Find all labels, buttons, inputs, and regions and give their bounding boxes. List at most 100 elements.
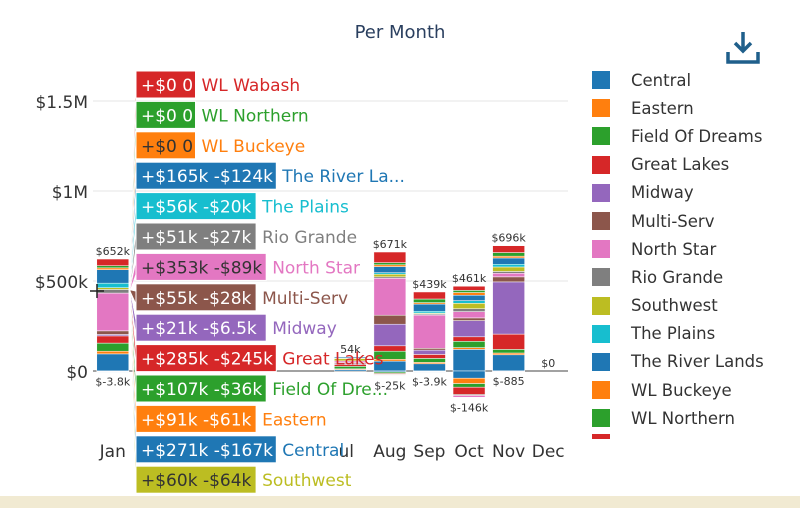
legend-item[interactable]: WL Northern <box>592 404 797 432</box>
bar-segment <box>452 292 486 296</box>
legend-swatch <box>592 352 610 371</box>
hover-box <box>135 100 196 129</box>
total-label: $-3.8k <box>95 376 130 389</box>
bar-chart: $0$500k$1M$1.5M$652k$-3.8k$1.60M54k$671k… <box>35 70 568 494</box>
hover-value: +$56k -$20k <box>141 198 252 218</box>
bar-segment <box>452 303 486 309</box>
bar-segment <box>373 264 407 267</box>
bar-segment <box>492 245 525 253</box>
bar-segment <box>452 341 486 348</box>
hover-value: +$0 0 <box>141 76 193 96</box>
hover-value: +$165k -$124k <box>141 167 273 187</box>
hover-value: +$0 0 <box>141 137 193 157</box>
bar-segment <box>492 273 525 278</box>
legend-item[interactable]: Multi-Serv <box>592 207 797 235</box>
legend-item[interactable]: The River Lands <box>592 348 797 376</box>
legend-item[interactable]: Central <box>592 66 797 94</box>
bar-segment <box>413 348 446 351</box>
x-tick-label: Sep <box>413 442 445 462</box>
bar-segment <box>452 320 486 338</box>
bar-segment <box>413 354 446 359</box>
bar-segment <box>452 347 486 350</box>
legend-item[interactable]: Midway <box>592 179 797 207</box>
bar-segment <box>96 258 130 266</box>
bar-segment <box>373 273 407 278</box>
x-tick-label: Jan <box>99 442 126 462</box>
legend-item[interactable]: WL Buckeye <box>592 376 797 404</box>
legend-swatch <box>592 212 610 231</box>
bar-segment <box>413 349 446 355</box>
x-tick-label: Aug <box>373 442 406 462</box>
hover-series-label: The River La... <box>281 167 405 187</box>
hover-series-label: Eastern <box>262 410 327 430</box>
bar-segment <box>452 285 486 291</box>
bar-segment <box>96 292 130 332</box>
legend-label: Eastern <box>631 98 694 118</box>
legend: Central Eastern Field Of Dreams Great Lakes… <box>592 66 797 442</box>
total-label: $0 <box>541 357 555 370</box>
bar-segment <box>334 356 367 359</box>
bar-segment <box>492 333 525 350</box>
legend-item[interactable]: Eastern <box>592 94 797 122</box>
bar-segment <box>492 266 525 272</box>
hover-box <box>135 344 277 373</box>
legend-swatch <box>592 155 610 174</box>
bar-segment <box>96 353 130 372</box>
bar-segment <box>452 308 486 312</box>
legend-item[interactable]: Field Of Dreams <box>592 122 797 150</box>
legend-label: WL Buckeye <box>631 380 732 400</box>
legend-label: The Plains <box>631 324 716 344</box>
hover-series-label: Central <box>282 441 344 461</box>
hover-value: +$271k -$167k <box>141 441 273 461</box>
bar-segment <box>492 349 525 354</box>
total-label: $-25k <box>374 380 406 393</box>
bar-segment <box>492 257 525 265</box>
hover-series-label: The Plains <box>261 198 349 218</box>
legend-item[interactable]: The Plains <box>592 320 797 348</box>
bar-segment <box>492 271 525 274</box>
bar-segment <box>492 354 525 372</box>
bar-segment <box>413 310 446 314</box>
bar-segment <box>492 281 525 335</box>
hover-value: +$107k -$36k <box>141 380 262 400</box>
total-label: $-885 <box>493 375 525 388</box>
bar-segment <box>373 262 407 266</box>
bar-segment <box>492 352 525 356</box>
download-icon[interactable] <box>724 30 762 66</box>
hover-box <box>135 192 257 221</box>
hover-series-label: Great Lakes <box>282 350 383 370</box>
hover-value: +$353k -$89k <box>141 258 262 278</box>
bar-segment <box>413 298 446 303</box>
y-tick-label: $1M <box>52 183 88 203</box>
legend-item[interactable]: Great Lakes <box>592 151 797 179</box>
hover-value: +$0 0 <box>141 106 193 126</box>
legend-swatch <box>592 183 610 202</box>
legend-item[interactable]: North Star <box>592 235 797 263</box>
y-tick-label: $500k <box>35 273 88 293</box>
legend-item[interactable]: Southwest <box>592 292 797 320</box>
bar-segment <box>373 278 407 316</box>
bar-segment <box>492 252 525 257</box>
legend-label: Rio Grande <box>631 267 724 287</box>
hover-box <box>135 435 277 464</box>
hover-series-label: North Star <box>272 258 360 278</box>
total-label: 54k <box>340 343 361 356</box>
hover-box <box>135 252 267 281</box>
hover-series-label: WL Buckeye <box>202 137 306 157</box>
hover-series-label: Midway <box>272 319 337 339</box>
x-tick-label: Nov <box>492 442 525 462</box>
bar-segment <box>452 377 486 384</box>
legend-swatch <box>592 127 610 146</box>
legend-swatch <box>592 381 610 400</box>
bar-segment <box>413 358 446 363</box>
legend-label: Southwest <box>631 296 718 316</box>
bar-segment <box>96 350 130 355</box>
legend-overflow-swatch <box>592 434 610 440</box>
bar-segment <box>96 269 130 284</box>
bar-segment <box>452 290 486 293</box>
bar-segment <box>492 370 525 372</box>
hover-box <box>135 404 257 433</box>
legend-item[interactable]: Rio Grande <box>592 263 797 291</box>
hover-series-label: WL Wabash <box>202 76 301 96</box>
bar-segment <box>492 264 525 268</box>
